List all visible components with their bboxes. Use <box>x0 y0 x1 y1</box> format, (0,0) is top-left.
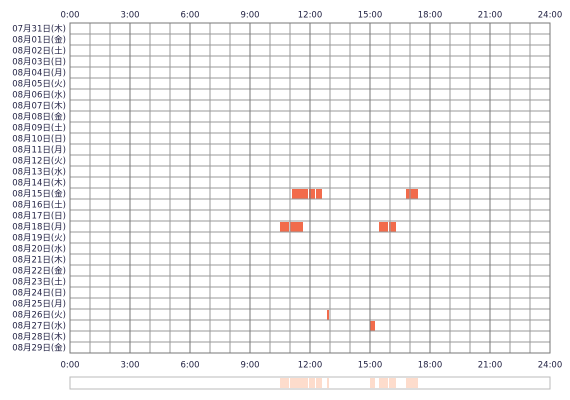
summary-bar <box>327 378 329 388</box>
row-label: 08月16日(土) <box>12 200 66 211</box>
x-tick-label: 3:00 <box>120 11 139 21</box>
x-tick-label: 24:00 <box>538 361 563 371</box>
x-tick-label: 12:00 <box>298 361 323 371</box>
summary-bar <box>290 378 303 388</box>
x-tick-label: 6:00 <box>180 361 199 371</box>
summary-bar <box>309 378 315 388</box>
activity-bar <box>292 189 308 199</box>
row-label: 08月23日(土) <box>12 277 66 288</box>
row-label: 07月31日(木) <box>12 24 66 35</box>
activity-bar <box>389 222 396 232</box>
x-tick-label: 9:00 <box>240 361 259 371</box>
row-label: 08月07日(木) <box>12 101 66 112</box>
activity-bar <box>379 222 388 232</box>
row-label: 08月09日(土) <box>12 123 66 134</box>
x-tick-label: 0:00 <box>60 11 79 21</box>
x-tick-label: 15:00 <box>358 11 383 21</box>
row-label: 08月04日(月) <box>12 69 66 79</box>
row-label: 08月14日(木) <box>12 178 66 189</box>
x-tick-label: 18:00 <box>418 11 443 21</box>
row-label: 08月13日(水) <box>12 167 66 178</box>
activity-bar <box>370 321 375 331</box>
row-label: 08月22日(金) <box>12 266 66 277</box>
x-tick-label: 0:00 <box>60 361 79 371</box>
activity-bar <box>406 189 418 199</box>
row-label: 08月12日(火) <box>12 157 66 167</box>
x-tick-label: 21:00 <box>478 11 503 21</box>
row-label: 08月08日(金) <box>12 112 66 123</box>
summary-bar <box>379 378 388 388</box>
row-label: 08月05日(火) <box>12 80 66 90</box>
activity-bar <box>309 189 315 199</box>
summary-bar <box>316 378 322 388</box>
activity-bar <box>280 222 289 232</box>
summary-strip <box>69 376 551 390</box>
row-label: 08月15日(金) <box>12 189 66 200</box>
row-label: 08月06日(水) <box>12 90 66 101</box>
row-label: 08月28日(木) <box>12 332 66 343</box>
row-label: 08月02日(土) <box>12 46 66 57</box>
row-label: 08月17日(日) <box>12 212 66 222</box>
row-label: 08月27日(水) <box>12 321 66 332</box>
row-label: 08月18日(月) <box>12 223 66 233</box>
activity-bar <box>327 310 329 320</box>
row-label: 08月01日(金) <box>12 35 66 46</box>
x-tick-label: 9:00 <box>240 11 259 21</box>
row-label: 08月03日(日) <box>12 58 66 68</box>
x-tick-label: 21:00 <box>478 361 503 371</box>
summary-bar <box>406 378 418 388</box>
activity-bar <box>290 222 303 232</box>
summary-bar <box>370 378 375 388</box>
row-label: 08月10日(日) <box>12 135 66 145</box>
x-tick-label: 12:00 <box>298 11 323 21</box>
row-label: 08月21日(木) <box>12 255 66 266</box>
row-label: 08月29日(金) <box>12 343 66 354</box>
summary-bar <box>280 378 289 388</box>
row-label: 08月24日(日) <box>12 289 66 299</box>
x-tick-label: 6:00 <box>180 11 199 21</box>
activity-bar <box>316 189 322 199</box>
row-label: 08月11日(月) <box>12 146 66 156</box>
row-label: 08月20日(水) <box>12 244 66 255</box>
x-tick-label: 3:00 <box>120 361 139 371</box>
x-tick-label: 15:00 <box>358 361 383 371</box>
row-label: 08月25日(月) <box>12 300 66 310</box>
row-label: 08月19日(火) <box>12 234 66 244</box>
summary-bar <box>389 378 396 388</box>
x-tick-label: 24:00 <box>538 11 563 21</box>
x-tick-label: 18:00 <box>418 361 443 371</box>
row-label: 08月26日(火) <box>12 311 66 321</box>
